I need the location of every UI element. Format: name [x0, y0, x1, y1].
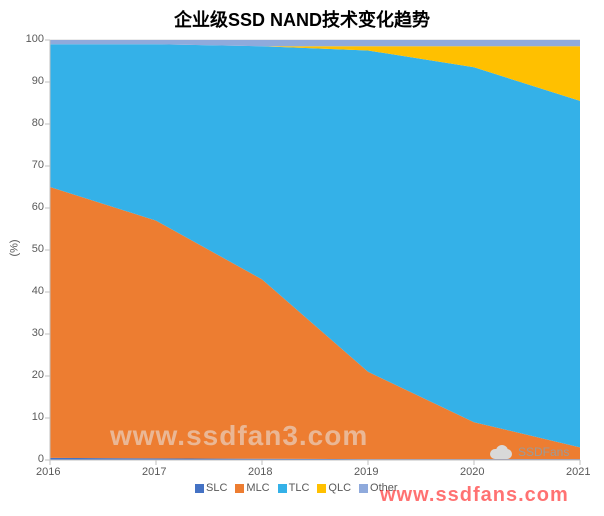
x-tick: 2016 — [36, 466, 60, 478]
cloud-icon — [490, 445, 512, 459]
legend: SLC MLC TLC QLC Other — [195, 482, 398, 494]
chart-svg — [50, 40, 580, 460]
watermark-red: www.ssdfans.com — [380, 484, 569, 507]
legend-item-qlc: QLC — [317, 482, 351, 494]
y-tick: 60 — [32, 201, 44, 213]
y-tick: 90 — [32, 75, 44, 87]
y-tick: 70 — [32, 159, 44, 171]
legend-label: QLC — [328, 482, 351, 494]
y-tick: 20 — [32, 369, 44, 381]
x-tick: 2020 — [460, 466, 484, 478]
y-tick: 10 — [32, 411, 44, 423]
x-tick: 2019 — [354, 466, 378, 478]
legend-swatch — [278, 484, 287, 493]
chart-title: 企业级SSD NAND技术变化趋势 — [0, 6, 604, 32]
brand-label: SSDFans — [518, 445, 569, 459]
legend-label: Other — [370, 482, 398, 494]
legend-item-mlc: MLC — [235, 482, 269, 494]
legend-item-tlc: TLC — [278, 482, 310, 494]
legend-swatch — [235, 484, 244, 493]
y-tick: 30 — [32, 327, 44, 339]
legend-swatch — [359, 484, 368, 493]
legend-label: SLC — [206, 482, 227, 494]
plot-area — [50, 40, 580, 460]
y-tick: 100 — [26, 33, 44, 45]
x-tick: 2021 — [566, 466, 590, 478]
y-tick: 50 — [32, 243, 44, 255]
legend-item-other: Other — [359, 482, 398, 494]
y-tick: 0 — [38, 453, 44, 465]
legend-label: MLC — [246, 482, 269, 494]
x-tick: 2018 — [248, 466, 272, 478]
legend-label: TLC — [289, 482, 310, 494]
y-tick: 40 — [32, 285, 44, 297]
legend-swatch — [195, 484, 204, 493]
y-tick: 80 — [32, 117, 44, 129]
legend-item-slc: SLC — [195, 482, 227, 494]
y-axis-label: (%) — [9, 239, 21, 256]
x-tick: 2017 — [142, 466, 166, 478]
chart-container: 企业级SSD NAND技术变化趋势 (%) 0 10 20 30 40 50 60 70 80 9… — [0, 0, 604, 516]
legend-swatch — [317, 484, 326, 493]
brand-badge: SSDFans — [490, 445, 569, 459]
